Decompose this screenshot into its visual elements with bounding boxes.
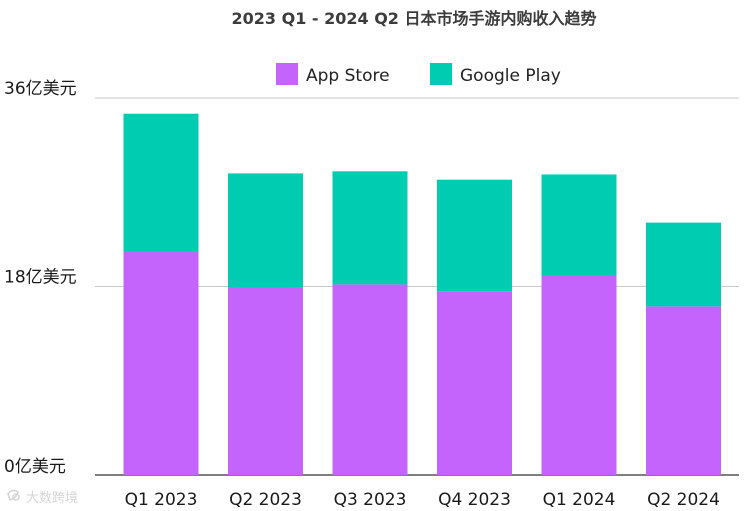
bar-google-play-q3-2023	[332, 171, 408, 285]
bar-google-play-q2-2023	[228, 173, 303, 288]
legend-label: Google Play	[460, 66, 561, 86]
legend: App Store Google Play	[276, 63, 561, 86]
y-tick-label: 0亿美元	[4, 457, 66, 477]
bar-app-store-q2-2023	[228, 287, 303, 475]
x-tick-label: Q2 2023	[229, 490, 302, 510]
bar-google-play-q4-2023	[437, 179, 512, 292]
watermark-text: 大数跨境	[26, 491, 78, 506]
watermark: 大数跨境	[7, 489, 78, 506]
y-tick-label: 18亿美元	[4, 268, 77, 288]
brand-logo-icon	[7, 489, 20, 502]
bar-app-store-q1-2024	[541, 274, 617, 475]
legend-swatch	[276, 63, 298, 85]
x-tick-label: Q3 2023	[334, 490, 407, 510]
bars	[123, 113, 721, 475]
bar-google-play-q1-2024	[541, 174, 617, 275]
bar-app-store-q4-2023	[437, 291, 512, 475]
x-tick-label: Q2 2024	[647, 490, 720, 510]
x-axis-ticks: Q1 2023 Q2 2023 Q3 2023 Q4 2023 Q1 2024 Q2 20…	[125, 490, 720, 510]
x-tick-label: Q1 2024	[543, 490, 616, 510]
legend-label: App Store	[306, 66, 390, 86]
x-tick-label: Q4 2023	[438, 490, 511, 510]
chart-title: 2023 Q1 - 2024 Q2 日本市场手游内购收入趋势	[231, 9, 596, 28]
bar-google-play-q2-2024	[646, 222, 721, 307]
bar-google-play-q1-2023	[123, 113, 199, 252]
bar-app-store-q3-2023	[332, 284, 408, 475]
bar-app-store-q1-2023	[123, 251, 199, 475]
legend-swatch	[430, 63, 452, 85]
gridlines	[95, 97, 739, 476]
y-axis-ticks: 0亿美元 18亿美元 36亿美元	[4, 79, 77, 477]
x-tick-label: Q1 2023	[125, 490, 198, 510]
y-tick-label: 36亿美元	[4, 79, 77, 99]
bar-app-store-q2-2024	[646, 306, 721, 475]
